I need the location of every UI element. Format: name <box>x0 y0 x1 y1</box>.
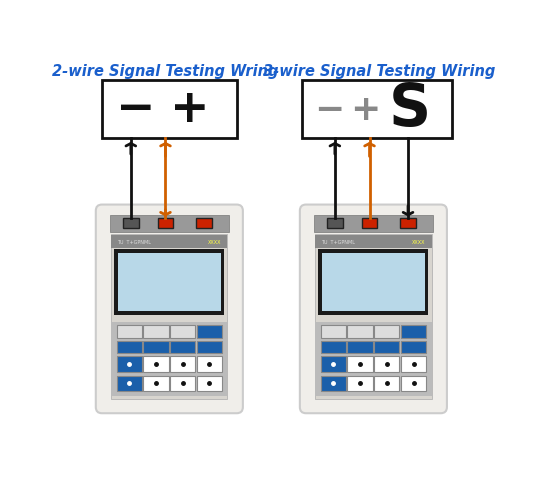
Bar <box>143 357 168 372</box>
Bar <box>320 376 346 391</box>
Bar <box>118 253 220 311</box>
Bar <box>111 234 228 399</box>
Bar <box>197 376 222 391</box>
Bar <box>143 376 168 391</box>
Bar <box>314 215 433 232</box>
Bar <box>117 376 142 391</box>
Bar <box>318 250 428 315</box>
Text: XXXX: XXXX <box>208 240 222 244</box>
Text: TU  T+GPNML: TU T+GPNML <box>117 240 151 244</box>
Bar <box>123 219 138 228</box>
Bar <box>315 323 432 396</box>
Text: −: − <box>116 87 155 132</box>
Bar <box>348 357 372 372</box>
Bar <box>401 341 426 353</box>
Text: −: − <box>314 93 344 126</box>
Bar <box>197 326 222 338</box>
Text: 2-wire Signal Testing Wring: 2-wire Signal Testing Wring <box>52 64 279 79</box>
Bar <box>400 219 416 228</box>
Bar <box>102 81 237 138</box>
Bar <box>143 326 168 338</box>
Bar <box>320 326 346 338</box>
Bar <box>374 357 399 372</box>
Bar <box>114 250 224 315</box>
Bar <box>170 376 195 391</box>
Text: XXXX: XXXX <box>412 240 425 244</box>
Bar <box>110 215 229 232</box>
Bar <box>320 357 346 372</box>
Bar <box>374 326 399 338</box>
Bar <box>111 236 228 248</box>
Bar <box>117 326 142 338</box>
Text: +: + <box>350 93 381 126</box>
Bar <box>327 219 343 228</box>
Bar <box>362 219 377 228</box>
Bar <box>302 81 452 138</box>
Bar <box>322 253 425 311</box>
Text: TU  T+GPNML: TU T+GPNML <box>321 240 356 244</box>
Bar <box>143 341 168 353</box>
Bar <box>401 376 426 391</box>
Bar <box>170 357 195 372</box>
Bar <box>111 323 228 396</box>
Bar <box>348 376 372 391</box>
Bar <box>320 341 346 353</box>
FancyBboxPatch shape <box>96 205 243 413</box>
Bar <box>158 219 173 228</box>
Bar <box>197 341 222 353</box>
Bar <box>315 236 432 248</box>
Bar <box>374 376 399 391</box>
Bar <box>170 341 195 353</box>
Bar <box>401 357 426 372</box>
Text: +: + <box>170 87 210 132</box>
Bar <box>315 234 432 399</box>
Bar <box>348 341 372 353</box>
Bar <box>374 341 399 353</box>
Bar <box>196 219 212 228</box>
Bar <box>401 326 426 338</box>
Bar <box>117 341 142 353</box>
Text: S: S <box>389 81 431 138</box>
Bar <box>117 357 142 372</box>
Bar <box>348 326 372 338</box>
FancyBboxPatch shape <box>300 205 447 413</box>
Bar <box>170 326 195 338</box>
Text: 3-wire Signal Testing Wiring: 3-wire Signal Testing Wiring <box>263 64 496 79</box>
Bar <box>197 357 222 372</box>
